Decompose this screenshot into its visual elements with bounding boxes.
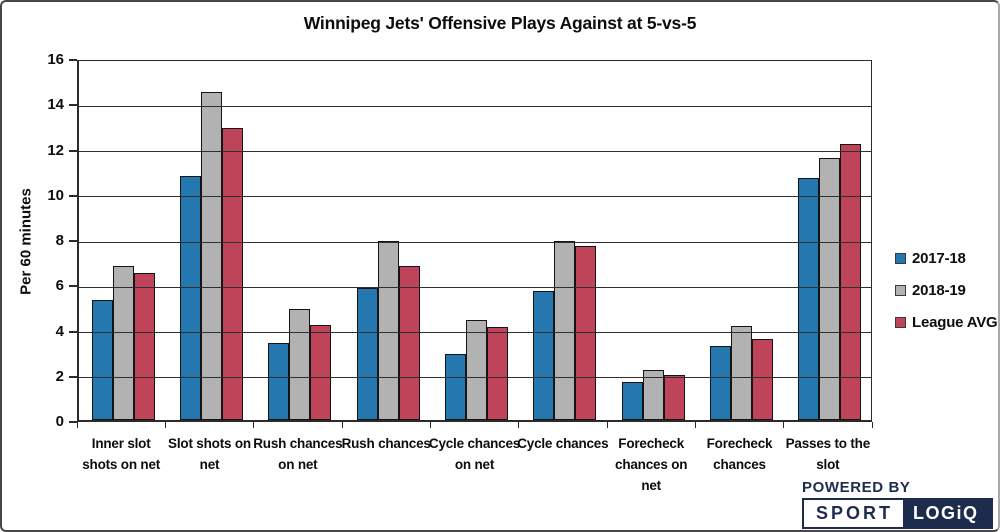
bar-2018-19	[554, 241, 576, 420]
plot-area	[77, 60, 872, 422]
y-axis-tick	[69, 240, 77, 242]
bar-2017-18	[445, 354, 466, 420]
powered-by-text: POWERED BY	[802, 479, 911, 496]
bar-2018-19	[201, 92, 222, 420]
x-axis-labels: Inner slot shots on net Slot shots on net…	[2, 434, 998, 500]
bar-league-avg	[663, 375, 685, 420]
y-axis-tick	[69, 194, 77, 197]
x-axis-tick	[76, 422, 78, 428]
legend-label: 2017-18	[912, 250, 966, 267]
x-axis-tick	[694, 422, 696, 428]
gridline	[79, 332, 871, 333]
gridline	[79, 151, 871, 152]
bar-2018-19	[819, 158, 841, 420]
y-axis-tick-label: 16	[47, 51, 64, 68]
y-axis-tick	[69, 375, 77, 378]
x-axis-category-label: Passes to the slot	[785, 436, 871, 472]
bar-2017-18	[91, 300, 113, 420]
legend-label: League AVG	[912, 314, 998, 331]
bar-league-avg	[222, 128, 243, 420]
x-axis-category-label: Rush chances	[341, 436, 431, 451]
legend-item: League AVG	[895, 314, 998, 331]
bar-league-avg	[575, 246, 597, 420]
gridline	[79, 286, 871, 288]
bar-league-avg	[398, 266, 420, 420]
legend-label: 2018-19	[912, 282, 966, 299]
x-axis-tick	[253, 422, 255, 428]
gridline	[79, 377, 871, 379]
legend: 2017-18 2018-19 League AVG	[895, 250, 998, 346]
y-axis-tick	[69, 421, 77, 423]
x-axis-tick	[164, 422, 166, 428]
x-axis-tick	[341, 422, 343, 428]
x-axis-tick	[429, 422, 431, 428]
bar-2018-19	[642, 370, 664, 420]
gridline	[79, 241, 871, 243]
x-axis-category-label: Cycle chances	[517, 436, 609, 451]
x-axis-category-label: Cycle chances on net	[428, 436, 521, 472]
x-axis-category-label: Slot shots on net	[168, 436, 251, 472]
bar-league-avg	[487, 327, 508, 420]
x-axis-category-label: Forecheck chances on net	[615, 436, 688, 493]
legend-swatch	[895, 317, 906, 328]
bar-league-avg	[310, 325, 332, 420]
y-axis-tick-label: 0	[55, 413, 64, 430]
x-axis-category-label: Rush chances on net	[253, 436, 343, 472]
y-axis-tick	[69, 104, 77, 107]
bar-2018-19	[731, 326, 752, 420]
x-axis-tick	[871, 422, 873, 428]
x-axis-category-label: Forecheck chances	[706, 436, 773, 472]
logo-sport-text: SPORT	[804, 500, 904, 527]
bar-2017-18	[533, 291, 555, 420]
bar-2017-18	[356, 288, 378, 420]
legend-swatch	[895, 285, 906, 296]
legend-item: 2017-18	[895, 250, 998, 267]
x-axis-tick	[606, 422, 608, 428]
bar-2017-18	[710, 346, 731, 420]
bar-2017-18	[268, 343, 290, 420]
bar-2017-18	[180, 176, 201, 420]
x-axis-tick	[783, 422, 785, 428]
gridline	[79, 105, 871, 107]
legend-swatch	[895, 253, 906, 264]
chart-title: Winnipeg Jets' Offensive Plays Against a…	[303, 13, 697, 33]
y-axis-tick-label: 2	[55, 367, 64, 385]
bar-league-avg	[840, 144, 862, 420]
y-axis-tick-label: 6	[55, 277, 64, 295]
bar-2018-19	[112, 266, 134, 420]
y-axis-tick	[69, 285, 77, 288]
logo-logiq-text: LOGiQ	[903, 500, 991, 527]
y-axis-tick-label: 4	[55, 322, 64, 340]
bar-2018-19	[466, 320, 487, 420]
y-axis-tick	[69, 330, 77, 333]
bar-2017-18	[621, 382, 643, 420]
bar-2018-19	[289, 309, 311, 420]
y-axis-tick-label: 8	[55, 232, 64, 249]
bar-league-avg	[133, 273, 155, 420]
y-axis-tick-label: 10	[47, 186, 64, 204]
bar-league-avg	[752, 339, 773, 420]
branding: POWERED BY SPORT LOGiQ	[802, 479, 993, 529]
gridline	[79, 196, 871, 198]
y-axis-tick	[69, 59, 77, 61]
sportlogiq-logo: SPORT LOGiQ	[802, 498, 993, 529]
y-axis-tick-label: 12	[47, 141, 64, 159]
legend-item: 2018-19	[895, 282, 998, 299]
y-axis-tick-label: 14	[47, 96, 64, 114]
y-axis-tick	[69, 149, 77, 152]
bar-2018-19	[377, 241, 399, 420]
x-axis-category-label: Inner slot shots on net	[82, 436, 161, 472]
bar-2017-18	[798, 178, 820, 420]
x-axis-tick	[518, 422, 520, 428]
